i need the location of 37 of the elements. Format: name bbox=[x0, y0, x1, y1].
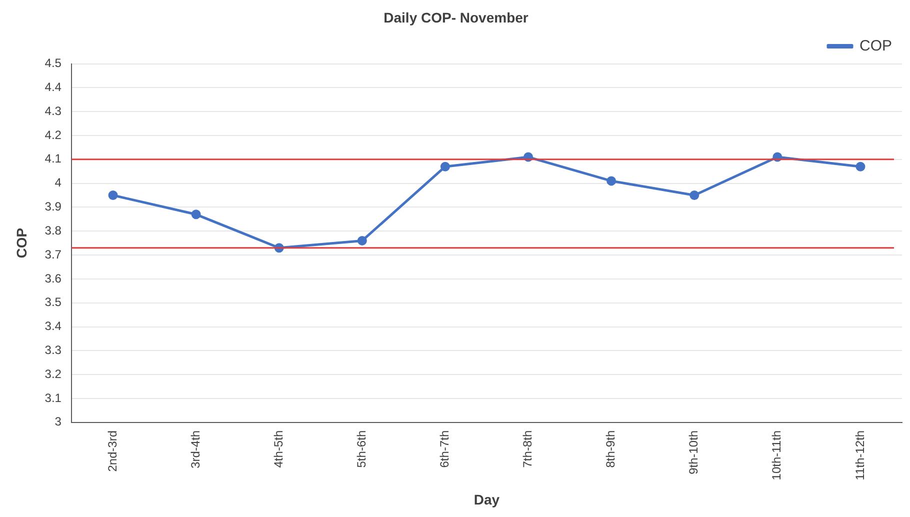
y-tick-label: 3.4 bbox=[44, 319, 62, 334]
point bbox=[357, 236, 367, 246]
x-tick-label: 7th-8th bbox=[520, 430, 535, 468]
point bbox=[191, 210, 201, 220]
y-tick-label: 3.2 bbox=[44, 366, 62, 381]
x-tick-label: 10th-11th bbox=[770, 430, 784, 480]
y-tick-label: 4.5 bbox=[44, 56, 62, 70]
point bbox=[690, 190, 700, 200]
point bbox=[856, 162, 866, 172]
y-tick-label: 3.9 bbox=[44, 200, 62, 214]
y-tick-label: 4.3 bbox=[44, 104, 62, 118]
y-tick-label: 3.5 bbox=[44, 295, 62, 310]
y-tick-label: 3.8 bbox=[44, 223, 62, 238]
y-tick-label: 4 bbox=[54, 176, 62, 190]
x-tick-label: 11th-12th bbox=[852, 430, 867, 480]
legend-label: COP bbox=[859, 37, 892, 54]
x-tick-label: 9th-10th bbox=[686, 430, 701, 474]
point bbox=[440, 162, 450, 172]
y-tick-label: 4.4 bbox=[44, 80, 62, 94]
y-tick-label: 3 bbox=[54, 414, 62, 429]
point bbox=[606, 176, 616, 186]
y-tick-label: 3.7 bbox=[44, 247, 62, 262]
chart-title: Daily COP- November bbox=[384, 9, 529, 26]
y-tick-label: 3.3 bbox=[44, 342, 62, 357]
x-tick-label: 5th-6th bbox=[354, 430, 368, 468]
point bbox=[108, 190, 118, 200]
x-tick-label: 2nd-3rd bbox=[105, 430, 120, 472]
y-tick-label: 3.1 bbox=[44, 390, 62, 405]
x-tick-label: 8th-9th bbox=[604, 430, 618, 468]
y-axis-title: COP bbox=[13, 228, 30, 258]
x-tick-label: 6th-7th bbox=[438, 430, 452, 468]
y-tick-label: 4.1 bbox=[44, 152, 62, 166]
y-tick-label: 4.2 bbox=[44, 128, 62, 142]
x-tick-label: 4th-5th bbox=[271, 430, 286, 468]
x-tick-label: 3rd-4th bbox=[188, 430, 202, 468]
y-tick-label: 3.6 bbox=[44, 271, 62, 286]
x-axis-title: Day bbox=[474, 491, 500, 508]
